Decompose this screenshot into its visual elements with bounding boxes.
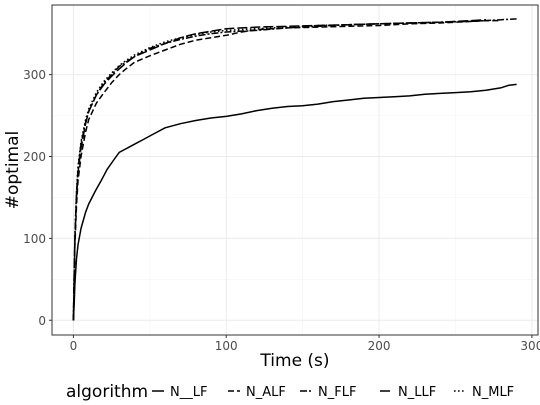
x-tick-label: 300: [520, 339, 540, 353]
y-tick-label: 0: [38, 314, 46, 328]
series-line-n-mlf: [72, 19, 487, 321]
legend-label-n-mlf: N_MLF: [472, 385, 514, 400]
series-line-n-llf: [72, 18, 487, 321]
x-tick-label: 200: [368, 339, 391, 353]
legend: algorithm N__LF N_ALF N_FLF N_LLF N_MLF: [66, 382, 514, 402]
legend-title: algorithm: [66, 382, 148, 402]
series-layer: [72, 18, 517, 321]
y-tick-label: 300: [23, 68, 46, 82]
axis-layer: 0 100 200 300 0 100 200 300: [23, 68, 540, 353]
series-line-n-alf: [72, 19, 502, 321]
legend-label-n-flf: N_FLF: [318, 385, 356, 400]
legend-label-n-lf: N__LF: [170, 385, 207, 400]
plot-panel-border: [51, 4, 539, 336]
y-tick-label: 100: [23, 232, 46, 246]
grid-layer: [52, 5, 538, 335]
legend-label-n-alf: N_ALF: [246, 385, 286, 400]
y-tick-label: 200: [23, 150, 46, 164]
y-axis-title: #optimal: [3, 131, 23, 210]
x-tick-label: 100: [215, 339, 238, 353]
legend-label-n-llf: N_LLF: [398, 385, 436, 400]
legend-items: N__LF N_ALF N_FLF N_LLF N_MLF: [152, 385, 514, 400]
x-axis-title: Time (s): [259, 351, 329, 371]
x-tick-label: 0: [70, 339, 78, 353]
series-line-n-lf: [72, 83, 517, 321]
